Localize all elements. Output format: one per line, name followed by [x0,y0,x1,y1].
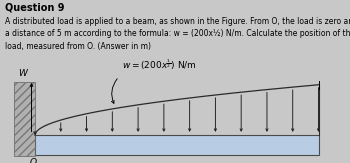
Text: load, measured from O. (Answer in m): load, measured from O. (Answer in m) [5,42,151,51]
Text: W: W [18,69,27,78]
Text: $w = (200x^{\frac{1}{2}})\ \mathrm{N/m}$: $w = (200x^{\frac{1}{2}})\ \mathrm{N/m}$ [122,57,197,72]
FancyBboxPatch shape [14,82,35,156]
Text: A distributed load is applied to a beam, as shown in the Figure. From O, the loa: A distributed load is applied to a beam,… [5,17,350,26]
Text: Question 9: Question 9 [5,2,65,12]
FancyBboxPatch shape [35,135,318,155]
Text: O: O [30,158,37,163]
Text: a distance of 5 m according to the formula: w = (200x½) N/m. Calculate the posit: a distance of 5 m according to the formu… [5,29,350,38]
